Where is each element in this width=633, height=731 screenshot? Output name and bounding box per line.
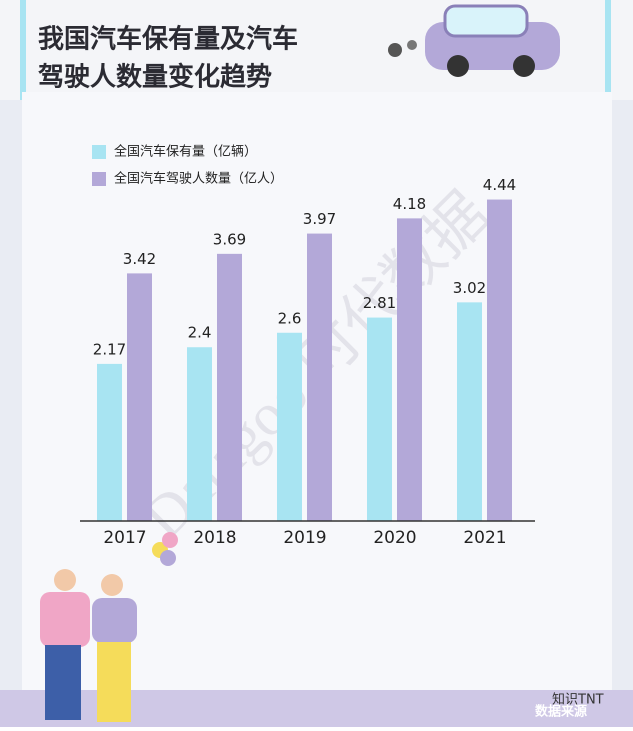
bar (457, 302, 482, 521)
head (54, 569, 76, 591)
source: 数据来源 (535, 704, 587, 720)
x-tick-label: 2018 (193, 528, 236, 548)
balloon (160, 550, 176, 566)
bar (397, 218, 422, 522)
shirt (40, 592, 90, 647)
badge: 知识TNT (552, 692, 604, 708)
legend-label: 全国汽车驾驶人数量（亿人） (114, 171, 283, 187)
car-illustration (388, 4, 560, 77)
car-window (443, 4, 529, 38)
bar (127, 273, 152, 521)
shirt (92, 598, 137, 643)
value-label: 4.18 (393, 195, 426, 213)
balloon (162, 532, 178, 548)
value-label: 3.42 (123, 250, 156, 268)
title-line: 我国汽车保有量及汽车 (38, 24, 298, 55)
value-label: 2.6 (278, 309, 302, 327)
x-tick-label: 2020 (373, 528, 416, 548)
legend-label: 全国汽车保有量（亿辆） (114, 144, 257, 160)
bar (277, 332, 302, 521)
bar (307, 233, 332, 521)
wheel (513, 55, 535, 77)
legend-swatch (92, 172, 106, 186)
bar (367, 317, 392, 521)
value-label: 3.69 (213, 230, 246, 248)
bar (187, 347, 212, 521)
legend-swatch (92, 145, 106, 159)
value-label: 3.97 (303, 210, 336, 228)
bar (217, 253, 242, 521)
x-tick-label: 2017 (103, 528, 146, 548)
value-label: 2.17 (93, 340, 126, 358)
value-label: 2.4 (188, 324, 212, 342)
header-strip (605, 0, 611, 100)
value-label: 4.44 (483, 176, 516, 194)
header-strip (20, 0, 26, 100)
bar (97, 363, 122, 521)
value-label: 2.81 (363, 294, 396, 312)
value-label: 3.02 (453, 279, 486, 297)
exhaust (388, 43, 402, 57)
bar (487, 199, 512, 521)
wheel (447, 55, 469, 77)
x-tick-label: 2021 (463, 528, 506, 548)
exhaust (407, 40, 417, 50)
people-illustration (40, 532, 178, 722)
title-line: 驾驶人数量变化趋势 (38, 62, 272, 93)
pants (97, 642, 131, 722)
x-tick-label: 2019 (283, 528, 326, 548)
pants (45, 645, 81, 720)
head (101, 574, 123, 596)
